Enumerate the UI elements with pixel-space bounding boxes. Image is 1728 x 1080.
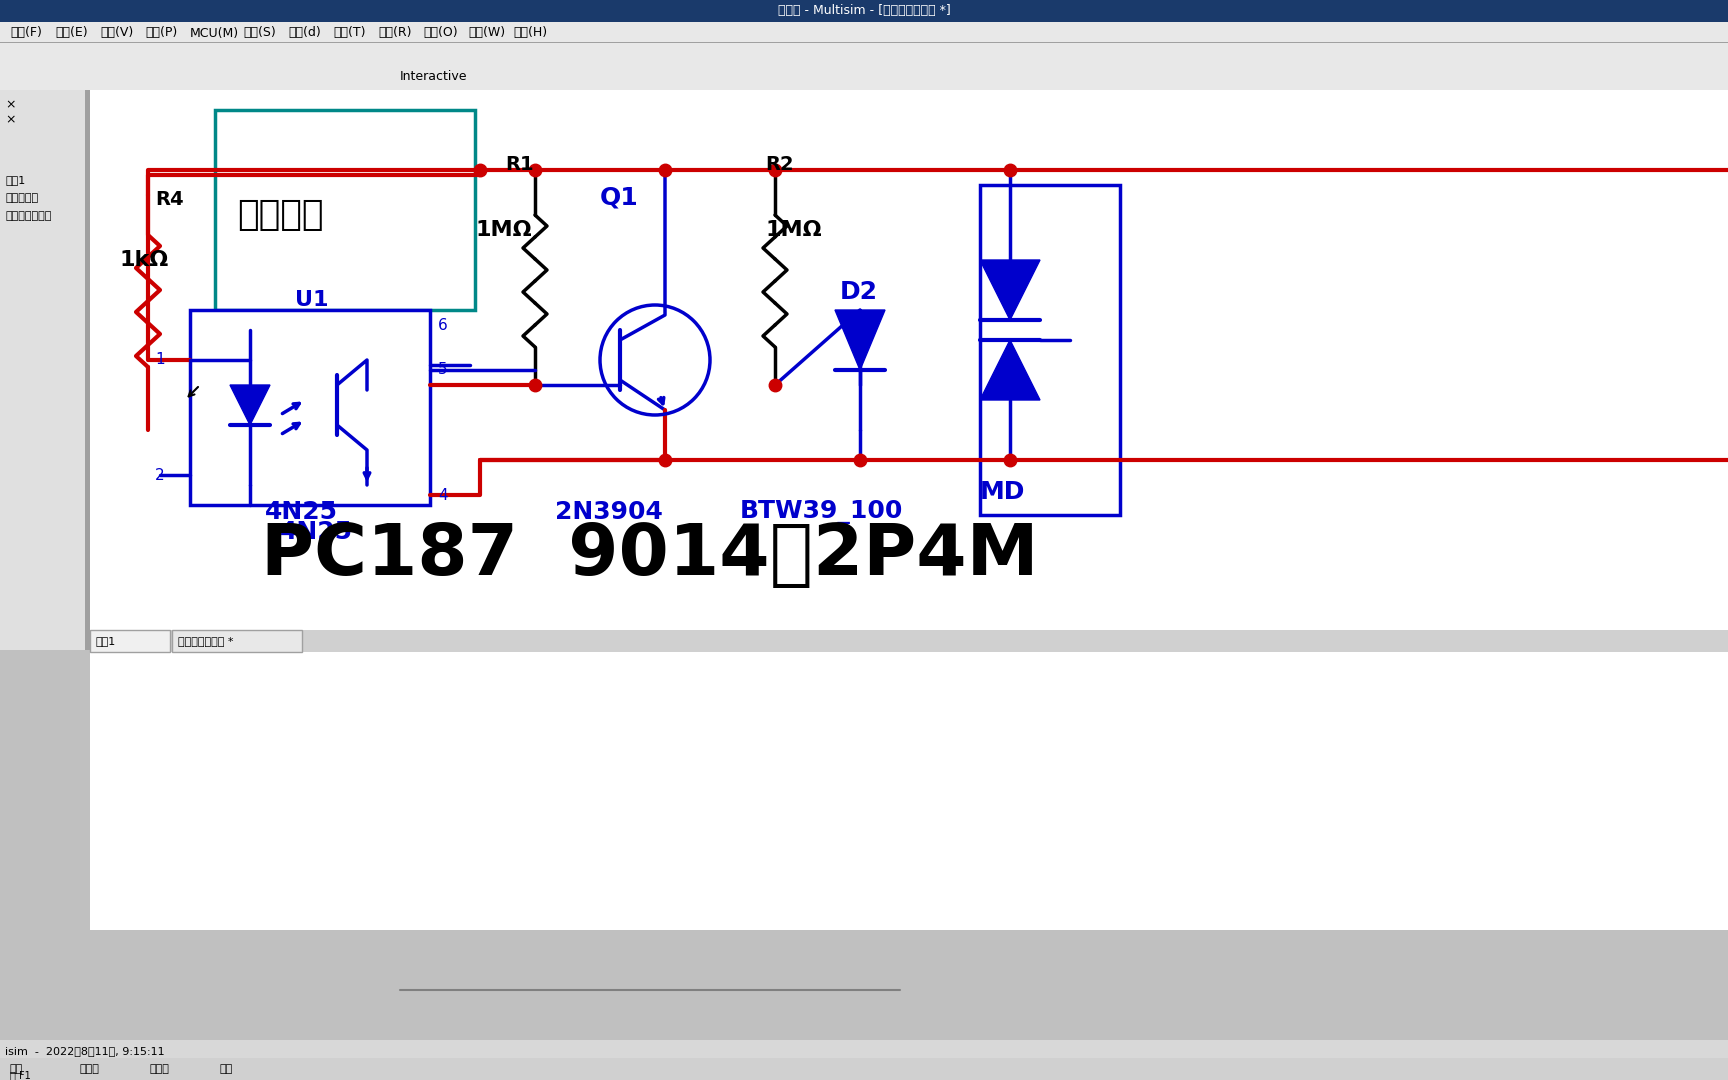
Text: 按 F1: 按 F1 (10, 1070, 31, 1080)
Bar (0, 22, 1728, 44)
Text: PC187  9014，2P4M: PC187 9014，2P4M (261, 521, 1039, 590)
Text: 单硅固态继电器: 单硅固态继电器 (5, 211, 52, 221)
Bar (85, 90, 90, 650)
Bar (90, 630, 1728, 930)
Bar (0, 62, 1728, 90)
Text: 文件(F): 文件(F) (10, 27, 41, 40)
Bar (90, 630, 1728, 652)
Text: 单硅固态继电器 *: 单硅固态继电器 * (178, 636, 233, 646)
Text: 仿真: 仿真 (219, 1064, 233, 1074)
Bar (0, 90, 90, 650)
Text: 报告(R): 报告(R) (378, 27, 411, 40)
Bar (90, 630, 169, 652)
Text: 仿真(S): 仿真(S) (244, 27, 276, 40)
Text: R1: R1 (505, 156, 534, 174)
Text: 器件选择: 器件选择 (237, 198, 323, 232)
Bar (0, 44, 1728, 72)
Bar (90, 90, 1728, 630)
Text: Q1: Q1 (600, 185, 639, 210)
Text: 选项(O): 选项(O) (423, 27, 458, 40)
Text: isim  -  2022年8月11日, 9:15:11: isim - 2022年8月11日, 9:15:11 (5, 1047, 164, 1056)
Bar (0, 1040, 1728, 1062)
Text: 敷铜层: 敷铜层 (150, 1064, 169, 1074)
Bar (214, 110, 475, 310)
Text: 固态继电器: 固态继电器 (5, 193, 38, 203)
Text: U1: U1 (295, 291, 328, 310)
Polygon shape (980, 340, 1040, 400)
Text: 2: 2 (156, 468, 164, 483)
Bar (980, 185, 1120, 515)
Polygon shape (230, 384, 270, 426)
Text: R4: R4 (156, 190, 183, 210)
Text: 工具(T): 工具(T) (334, 27, 366, 40)
Text: 2N3904: 2N3904 (555, 500, 664, 524)
Text: 4N25: 4N25 (264, 500, 339, 524)
Text: 4N25: 4N25 (280, 519, 353, 544)
Text: 转移(d): 转移(d) (289, 27, 321, 40)
Text: 帮助(H): 帮助(H) (513, 27, 548, 40)
Text: MD: MD (980, 480, 1025, 504)
Text: ×: × (5, 98, 16, 111)
Text: 4: 4 (437, 487, 448, 502)
Text: ×: × (5, 113, 16, 126)
Text: 视图(V): 视图(V) (100, 27, 133, 40)
Text: 1kΩ: 1kΩ (119, 249, 169, 270)
Text: Interactive: Interactive (399, 69, 468, 82)
Bar (0, 0, 1728, 22)
Text: R2: R2 (766, 156, 793, 174)
Text: 1MΩ: 1MΩ (766, 220, 821, 240)
Text: D2: D2 (840, 280, 878, 303)
Text: 网络: 网络 (10, 1064, 22, 1074)
Text: 编辑(E): 编辑(E) (55, 27, 88, 40)
Polygon shape (980, 260, 1040, 320)
Text: 设计1: 设计1 (5, 175, 26, 185)
Text: 元器件: 元器件 (79, 1064, 100, 1074)
Text: 电路图 - Multisim - [单硅固态继电器 *]: 电路图 - Multisim - [单硅固态继电器 *] (778, 4, 950, 17)
Text: 1: 1 (156, 352, 164, 367)
Polygon shape (835, 310, 885, 370)
Bar (0, 1058, 1728, 1080)
Text: 设计1: 设计1 (95, 636, 116, 646)
Text: BTW39_100: BTW39_100 (740, 500, 904, 524)
Text: 窗口(W): 窗口(W) (468, 27, 505, 40)
Text: 1MΩ: 1MΩ (475, 220, 532, 240)
Bar (190, 310, 430, 505)
Text: 6: 6 (437, 318, 448, 333)
Bar (173, 630, 302, 652)
Text: 绘制(P): 绘制(P) (145, 27, 178, 40)
Text: MCU(M): MCU(M) (190, 27, 238, 40)
Text: 5: 5 (437, 363, 448, 378)
